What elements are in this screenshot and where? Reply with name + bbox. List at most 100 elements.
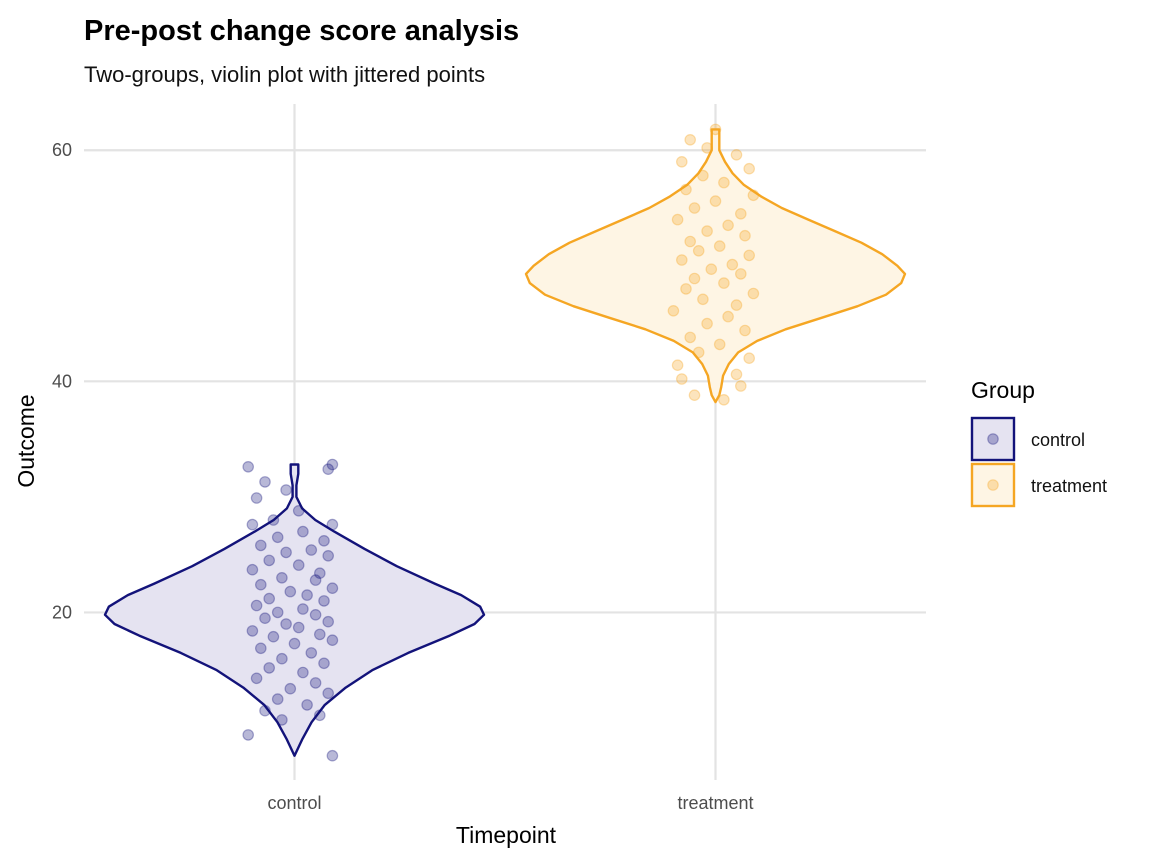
data-point-control	[301, 589, 313, 601]
data-point-treatment	[718, 176, 730, 189]
data-point-control	[250, 492, 263, 504]
data-point-control	[254, 578, 267, 591]
data-point-control	[250, 599, 263, 612]
data-point-control	[326, 518, 339, 531]
y-tick-label: 60	[52, 140, 72, 160]
legend-point-treatment	[987, 479, 999, 491]
legend-key-control	[970, 416, 1016, 462]
violin-control	[103, 463, 486, 757]
data-point-control	[292, 559, 305, 571]
data-point-control	[242, 729, 254, 741]
data-point-control	[322, 549, 334, 562]
data-point-control	[297, 666, 309, 679]
data-point-treatment	[684, 134, 696, 146]
data-point-control	[297, 603, 309, 615]
data-point-control	[246, 563, 259, 576]
data-point-treatment	[697, 293, 709, 306]
data-point-treatment	[688, 202, 701, 214]
data-point-control	[322, 615, 334, 628]
data-point-control	[254, 539, 267, 552]
data-point-control	[305, 647, 318, 659]
data-point-control	[305, 544, 318, 556]
data-point-control	[288, 637, 301, 650]
data-point-control	[259, 704, 271, 717]
data-point-control	[271, 693, 284, 705]
data-point-control	[322, 687, 334, 700]
data-point-control	[284, 585, 297, 598]
data-point-treatment	[697, 169, 709, 182]
y-tick-label: 40	[52, 371, 72, 391]
data-point-treatment	[722, 219, 734, 232]
y-tick-labels: 20 40 60	[52, 140, 72, 622]
data-point-control	[297, 525, 309, 538]
data-point-control	[313, 628, 326, 641]
data-point-treatment	[730, 368, 743, 381]
data-point-treatment	[713, 338, 726, 351]
data-point-treatment	[730, 149, 743, 161]
data-point-treatment	[680, 183, 692, 196]
data-point-control	[326, 634, 339, 646]
chart-subtitle: Two-groups, violin plot with jittered po…	[84, 62, 485, 87]
data-point-control	[246, 518, 259, 531]
data-point-control	[318, 595, 330, 607]
data-point-treatment	[692, 245, 705, 257]
data-point-control	[263, 592, 275, 605]
legend-label-control: control	[1031, 430, 1085, 450]
legend-item-control: control	[970, 416, 1085, 462]
data-point-treatment	[734, 268, 747, 280]
grid	[84, 104, 926, 780]
data-point-control	[250, 672, 263, 685]
data-point-control	[292, 504, 305, 517]
data-point-treatment	[743, 162, 755, 175]
data-point-treatment	[688, 272, 701, 285]
data-point-treatment	[718, 277, 730, 289]
x-tick-label: treatment	[677, 793, 753, 813]
data-point-treatment	[747, 287, 760, 300]
violin-treatment	[524, 128, 907, 404]
data-point-treatment	[709, 123, 722, 136]
legend-key-treatment	[970, 462, 1016, 508]
data-point-treatment	[718, 393, 730, 406]
data-point-control	[309, 677, 322, 689]
chart-title: Pre-post change score analysis	[84, 15, 519, 47]
data-point-treatment	[734, 208, 747, 220]
data-point-treatment	[675, 156, 688, 168]
data-point-control	[263, 662, 275, 674]
data-point-control	[313, 709, 326, 722]
data-point-treatment	[688, 389, 701, 401]
data-point-treatment	[692, 346, 705, 359]
data-point-control	[292, 621, 305, 634]
x-tick-labels: control treatment	[267, 793, 753, 813]
data-point-control	[318, 534, 330, 547]
data-point-control	[271, 606, 284, 619]
data-point-control	[259, 476, 271, 488]
data-point-control	[318, 657, 330, 670]
data-point-treatment	[684, 331, 696, 344]
data-point-treatment	[671, 213, 684, 226]
data-point-control	[301, 699, 313, 711]
data-point-treatment	[726, 258, 739, 271]
data-point-control	[242, 460, 254, 473]
data-point-control	[280, 546, 292, 559]
data-point-treatment	[743, 352, 755, 364]
data-point-control	[267, 630, 280, 643]
data-point-treatment	[671, 359, 684, 371]
data-point-treatment	[701, 142, 713, 154]
data-point-control	[246, 625, 259, 637]
data-point-control	[322, 463, 334, 475]
data-point-treatment	[713, 240, 726, 252]
data-point-control	[259, 612, 271, 624]
data-point-treatment	[739, 229, 751, 242]
data-point-control	[313, 567, 326, 579]
data-point-treatment	[734, 380, 747, 392]
data-point-control	[326, 582, 339, 594]
legend: Group control treatment	[970, 377, 1107, 508]
data-point-control	[271, 531, 284, 544]
legend-items: control treatment	[970, 416, 1107, 508]
data-point-control	[280, 484, 292, 496]
data-point-control	[284, 682, 297, 695]
data-point-treatment	[739, 324, 751, 337]
data-point-treatment	[743, 249, 755, 262]
data-point-treatment	[667, 304, 680, 317]
